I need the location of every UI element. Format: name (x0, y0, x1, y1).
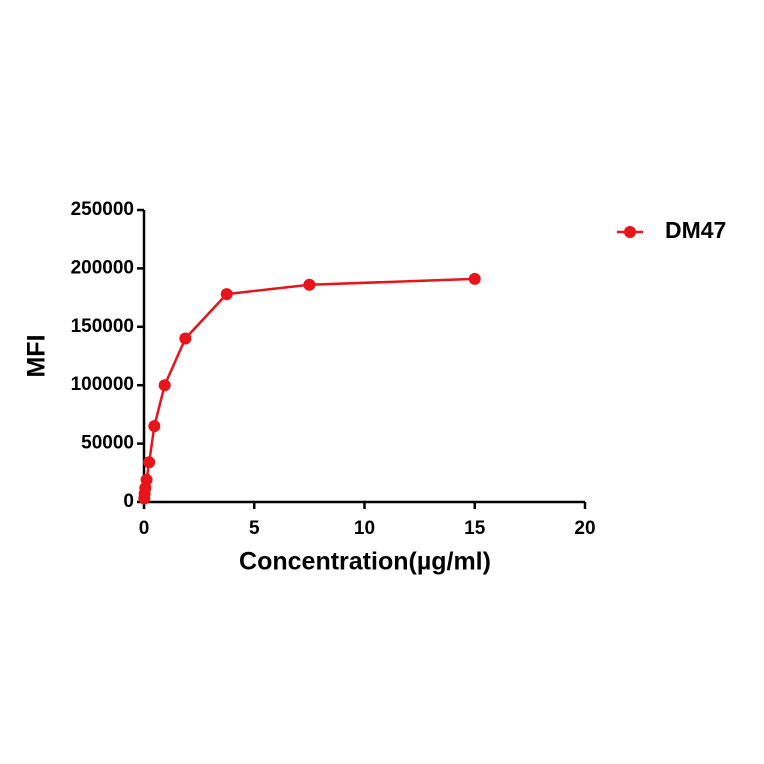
data-point (148, 420, 161, 433)
data-point (143, 456, 156, 469)
x-tick-label: 5 (249, 518, 260, 539)
x-tick-label: 15 (464, 518, 486, 539)
x-tick-label: 10 (354, 518, 375, 539)
data-point (179, 332, 192, 345)
x-tick-label: 0 (139, 518, 150, 539)
data-point (468, 272, 481, 285)
legend-marker (624, 226, 636, 238)
y-tick-label: 200000 (71, 257, 134, 278)
x-axis-label: Concentration(µg/ml) (239, 548, 491, 576)
x-tick-label: 20 (574, 518, 595, 539)
y-tick-label: 50000 (81, 433, 134, 454)
data-point (303, 278, 316, 291)
data-point (220, 288, 233, 301)
data-point (140, 473, 153, 486)
y-axis-label: MFI (23, 334, 51, 377)
y-tick-label: 250000 (71, 199, 134, 220)
y-tick-label: 0 (123, 491, 134, 512)
legend-label: DM47 (665, 217, 726, 243)
y-tick-label: 150000 (71, 316, 134, 337)
data-line (143, 277, 475, 499)
y-tick-label: 100000 (71, 374, 134, 395)
data-point (158, 379, 171, 392)
